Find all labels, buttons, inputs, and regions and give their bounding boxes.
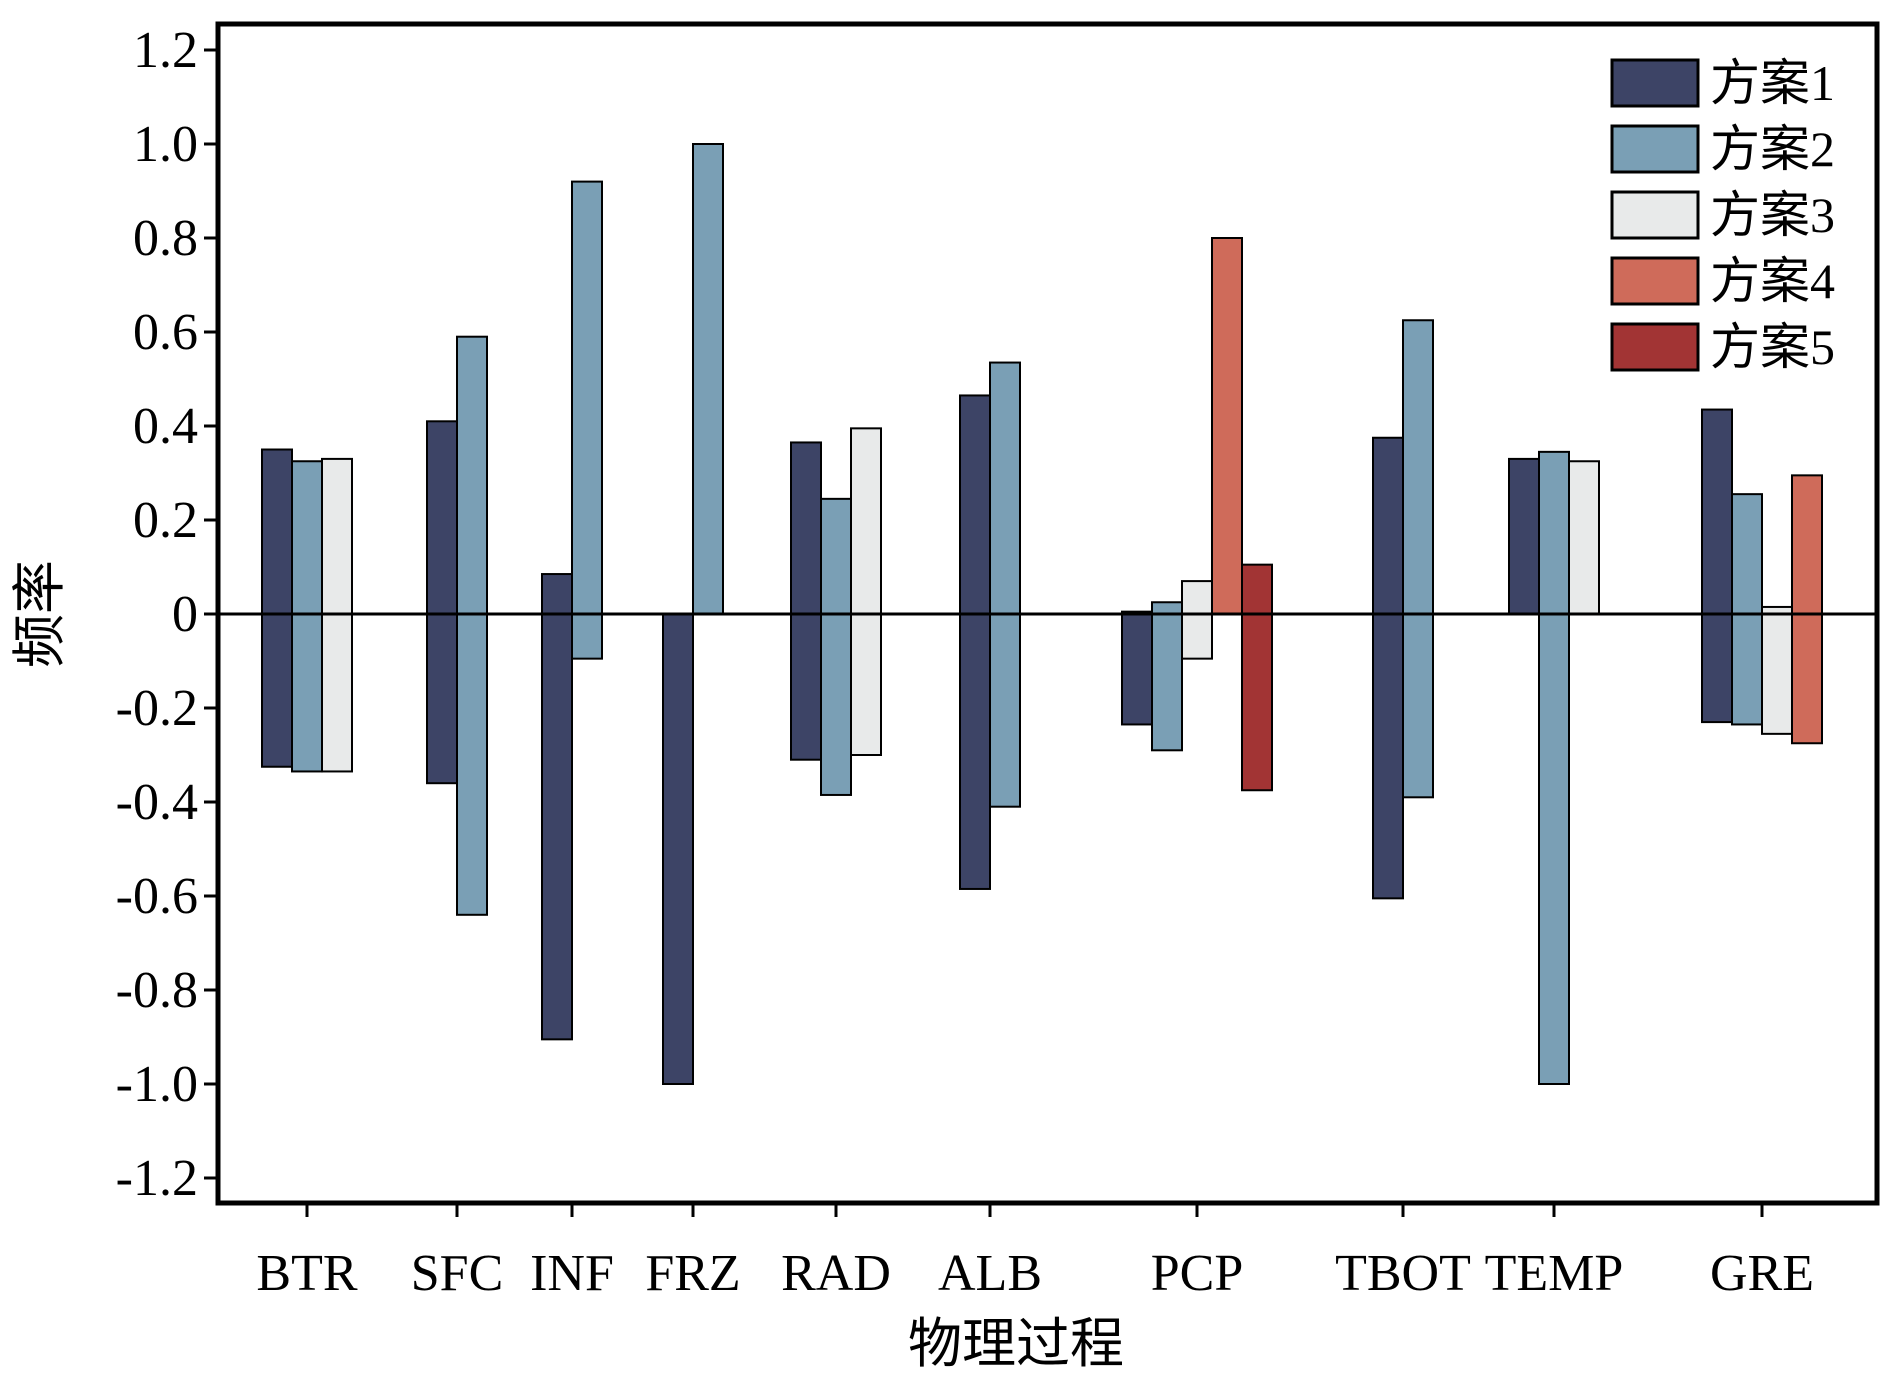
bar-FRZ-方案2-pos [692, 143, 724, 615]
bar-RAD-方案2-neg [820, 613, 852, 796]
legend-swatch [1610, 322, 1700, 372]
x-tick-label: INF [530, 1245, 614, 1302]
bar-PCP-方案4-pos [1211, 237, 1243, 615]
bar-RAD-方案1-pos [790, 441, 822, 616]
y-tick-label: 0 [172, 586, 198, 643]
bar-ALB-方案1-pos [959, 394, 991, 616]
bar-BTR-方案2-pos [291, 460, 323, 615]
y-tick-label: 1.2 [133, 22, 198, 79]
bar-TEMP-方案1-pos [1508, 457, 1540, 615]
bar-BTR-方案3-neg [321, 613, 353, 773]
bar-ALB-方案2-pos [989, 361, 1021, 615]
legend-label: 方案5 [1710, 319, 1835, 375]
bar-GRE-方案1-neg [1701, 613, 1733, 724]
legend: 方案1 方案2 方案3 方案4 方案5 [1610, 55, 1835, 375]
bar-GRE-方案2-neg [1731, 613, 1763, 726]
bar-RAD-方案1-neg [790, 613, 822, 761]
bar-ALB-方案1-neg [959, 613, 991, 890]
y-tick-label: 1.0 [133, 116, 198, 173]
x-axis-title: 物理过程 [908, 1314, 1124, 1374]
x-tick-label: TEMP [1485, 1245, 1624, 1302]
x-tick-label: ALB [938, 1245, 1042, 1302]
x-tick-label: FRZ [645, 1245, 740, 1302]
bars-layer [261, 143, 1823, 1085]
bar-PCP-方案5-pos [1241, 563, 1273, 616]
bar-TBOT-方案2-neg [1402, 613, 1434, 799]
bar-TBOT-方案1-pos [1372, 436, 1404, 615]
x-tick-label: TBOT [1335, 1245, 1471, 1302]
bar-BTR-方案2-neg [291, 613, 323, 773]
bar-TEMP-方案2-neg [1538, 613, 1570, 1085]
x-tick-label: GRE [1710, 1245, 1814, 1302]
y-tick-label: 0.4 [133, 398, 198, 455]
bar-TEMP-方案3-pos [1568, 460, 1600, 615]
bar-GRE-方案1-pos [1701, 408, 1733, 615]
y-tick-label: -0.8 [116, 962, 198, 1019]
y-tick-label: 0.6 [133, 304, 198, 361]
bar-GRE-方案2-pos [1731, 493, 1763, 615]
bar-RAD-方案3-pos [850, 427, 882, 615]
legend-label: 方案4 [1710, 253, 1835, 309]
x-tick-label: PCP [1151, 1245, 1244, 1302]
bar-SFC-方案2-neg [456, 613, 488, 916]
x-axis: BTR SFC INF FRZ RAD ALB PCP TBOT TEMP GRE [256, 1203, 1814, 1302]
bar-GRE-方案4-neg [1791, 613, 1823, 745]
bar-PCP-方案2-pos [1151, 601, 1183, 615]
legend-label: 方案1 [1710, 55, 1835, 111]
legend-swatch [1610, 124, 1700, 174]
bar-INF-方案2-neg [571, 613, 603, 660]
bar-BTR-方案1-pos [261, 448, 293, 615]
y-tick-label: -0.2 [116, 680, 198, 737]
y-tick-label: -0.6 [116, 868, 198, 925]
bar-RAD-方案2-pos [820, 497, 852, 616]
x-tick-label: RAD [781, 1245, 891, 1302]
bar-PCP-方案2-neg [1151, 613, 1183, 752]
bar-PCP-方案3-neg [1181, 613, 1213, 660]
bar-INF-方案1-neg [541, 613, 573, 1041]
bar-TEMP-方案2-pos [1538, 450, 1570, 615]
bar-GRE-方案4-pos [1791, 474, 1823, 615]
bar-SFC-方案1-pos [426, 420, 458, 615]
bar-PCP-方案5-neg [1241, 613, 1273, 792]
bar-FRZ-方案1-neg [662, 613, 694, 1085]
bar-INF-方案1-pos [541, 573, 573, 615]
legend-swatch [1610, 190, 1700, 240]
bar-PCP-方案1-neg [1121, 613, 1153, 726]
bar-GRE-方案3-neg [1761, 613, 1793, 735]
bar-SFC-方案2-pos [456, 335, 488, 615]
bar-TBOT-方案1-neg [1372, 613, 1404, 900]
bar-INF-方案2-pos [571, 180, 603, 615]
legend-swatch [1610, 256, 1700, 306]
y-tick-label: 0.8 [133, 210, 198, 267]
y-tick-label: -0.4 [116, 774, 198, 831]
bar-BTR-方案3-pos [321, 457, 353, 615]
bar-PCP-方案3-pos [1181, 580, 1213, 615]
legend-label: 方案3 [1710, 187, 1835, 243]
bar-RAD-方案3-neg [850, 613, 882, 756]
bar-ALB-方案2-neg [989, 613, 1021, 808]
bar-SFC-方案1-neg [426, 613, 458, 785]
y-tick-label: -1.2 [116, 1150, 198, 1207]
y-tick-label: 0.2 [133, 492, 198, 549]
x-tick-label: BTR [256, 1245, 357, 1302]
legend-swatch [1610, 58, 1700, 108]
legend-label: 方案2 [1710, 121, 1835, 177]
y-axis-title: 频率 [10, 560, 70, 668]
y-axis: 1.2 1.0 0.8 0.6 0.4 0.2 0 -0.2 -0.4 -0.6 -0.8 -1.0 -… [116, 22, 218, 1207]
y-tick-label: -1.0 [116, 1056, 198, 1113]
bar-BTR-方案1-neg [261, 613, 293, 768]
x-tick-label: SFC [411, 1245, 504, 1302]
bar-TBOT-方案2-pos [1402, 319, 1434, 615]
